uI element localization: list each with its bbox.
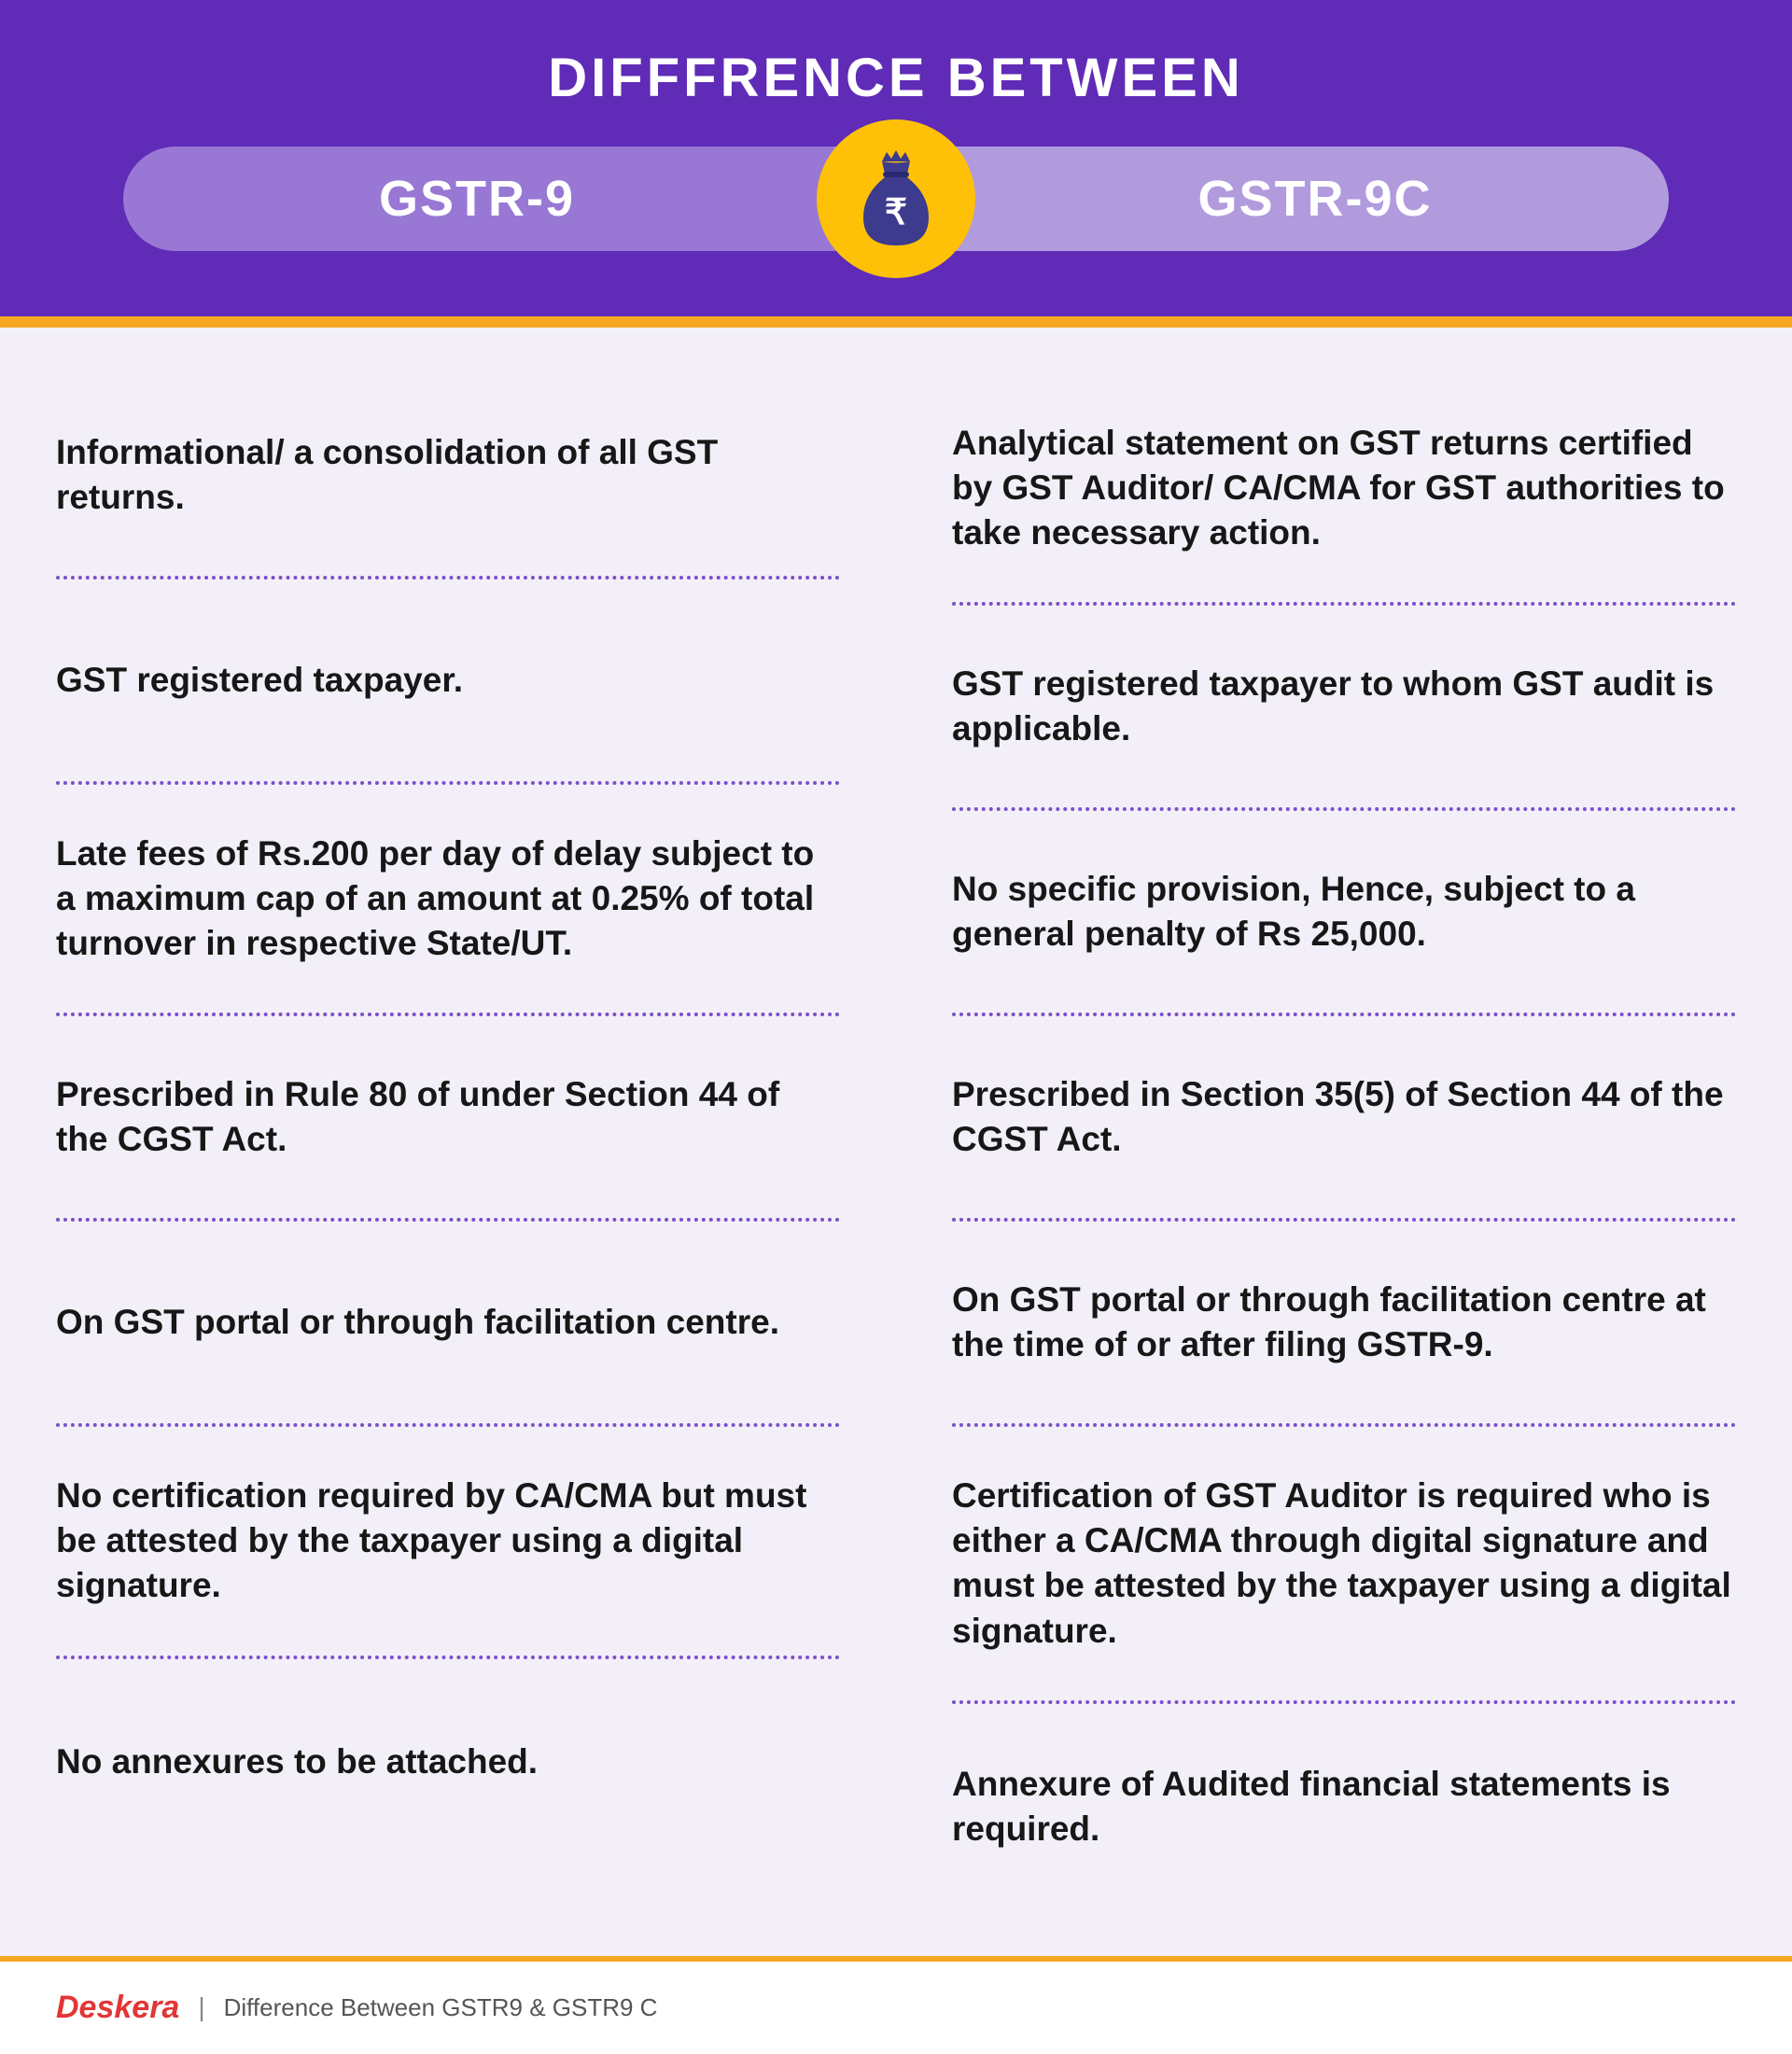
- brand-logo: Deskera: [56, 1990, 179, 2026]
- money-bag-icon: ₹: [817, 119, 975, 278]
- left-row: On GST portal or through facilitation ce…: [56, 1222, 840, 1427]
- left-row: Prescribed in Rule 80 of under Section 4…: [56, 1016, 840, 1222]
- header: DIFFFRENCE BETWEEN GSTR-9 ₹ GSTR-9C: [0, 0, 1792, 316]
- row-text: Annexure of Audited financial statements…: [952, 1762, 1736, 1851]
- row-text: Prescribed in Section 35(5) of Section 4…: [952, 1072, 1736, 1162]
- left-row: Informational/ a consolidation of all GS…: [56, 374, 840, 580]
- row-text: GST registered taxpayer to whom GST audi…: [952, 662, 1736, 751]
- right-row: On GST portal or through facilitation ce…: [952, 1222, 1736, 1427]
- left-row: Late fees of Rs.200 per day of delay sub…: [56, 785, 840, 1016]
- right-row: Prescribed in Section 35(5) of Section 4…: [952, 1016, 1736, 1222]
- row-text: Informational/ a consolidation of all GS…: [56, 430, 840, 520]
- row-text: Prescribed in Rule 80 of under Section 4…: [56, 1072, 840, 1162]
- right-row: Certification of GST Auditor is required…: [952, 1427, 1736, 1703]
- row-text: GST registered taxpayer.: [56, 658, 463, 703]
- right-row: GST registered taxpayer to whom GST audi…: [952, 606, 1736, 811]
- left-column: Informational/ a consolidation of all GS…: [0, 328, 896, 1956]
- row-text: Certification of GST Auditor is required…: [952, 1474, 1736, 1653]
- row-text: Analytical statement on GST returns cert…: [952, 421, 1736, 555]
- svg-text:₹: ₹: [885, 193, 907, 232]
- right-column-header: GSTR-9C: [896, 147, 1669, 251]
- right-row: Analytical statement on GST returns cert…: [952, 374, 1736, 606]
- main-title: DIFFFRENCE BETWEEN: [56, 47, 1736, 109]
- right-row: Annexure of Audited financial statements…: [952, 1704, 1736, 1909]
- right-column: Analytical statement on GST returns cert…: [896, 328, 1792, 1956]
- money-bag-svg: ₹: [849, 147, 943, 250]
- left-row: No annexures to be attached.: [56, 1659, 840, 1865]
- row-text: On GST portal or through facilitation ce…: [952, 1278, 1736, 1367]
- header-underline: [0, 316, 1792, 328]
- left-column-header: GSTR-9: [123, 147, 896, 251]
- row-text: No certification required by CA/CMA but …: [56, 1474, 840, 1608]
- row-text: No annexures to be attached.: [56, 1740, 538, 1784]
- row-text: No specific provision, Hence, subject to…: [952, 867, 1736, 957]
- footer-separator: |: [198, 1992, 204, 2022]
- row-text: Late fees of Rs.200 per day of delay sub…: [56, 831, 840, 966]
- right-row: No specific provision, Hence, subject to…: [952, 811, 1736, 1016]
- pill-row: GSTR-9 ₹ GSTR-9C: [56, 147, 1736, 251]
- footer-caption: Difference Between GSTR9 & GSTR9 C: [224, 1993, 658, 2022]
- left-row: GST registered taxpayer.: [56, 580, 840, 785]
- infographic-container: DIFFFRENCE BETWEEN GSTR-9 ₹ GSTR-9C Info…: [0, 0, 1792, 2054]
- row-text: On GST portal or through facilitation ce…: [56, 1300, 779, 1345]
- footer: Deskera | Difference Between GSTR9 & GST…: [0, 1956, 1792, 2054]
- comparison-body: Informational/ a consolidation of all GS…: [0, 328, 1792, 1956]
- left-row: No certification required by CA/CMA but …: [56, 1427, 840, 1658]
